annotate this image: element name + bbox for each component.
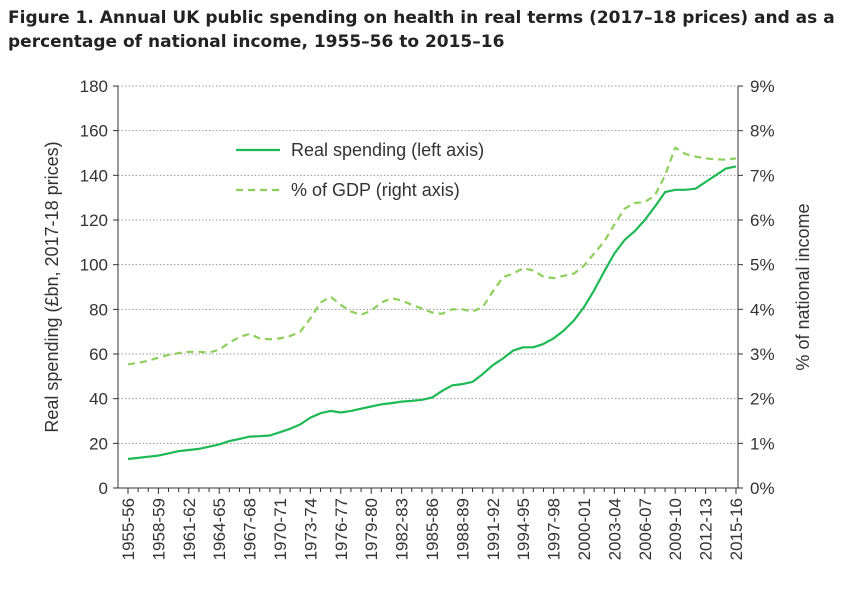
x-axis-ticks: 1955-56 1958-59 1961-62 1964-65 1967-68 1970-…	[119, 488, 746, 560]
right-tick-label: 0%	[750, 479, 775, 498]
x-tick-label: 1976-77	[332, 498, 351, 560]
left-tick-label: 20	[89, 434, 108, 453]
x-tick-label: 2003-04	[605, 498, 624, 560]
chart-title-line-2: percentage of national income, 1955–56 t…	[8, 32, 505, 52]
x-tick-label: 2006-07	[636, 498, 655, 560]
x-tick-label: 1958-59	[149, 498, 168, 560]
left-tick-label: 100	[80, 256, 108, 275]
left-tick-label: 80	[89, 300, 108, 319]
series-real-spending-line	[127, 165, 737, 461]
left-tick-label: 40	[89, 390, 108, 409]
right-axis-title: % of national income	[793, 203, 813, 370]
x-tick-label: 1955-56	[119, 498, 138, 560]
x-tick-label: 1991-92	[484, 498, 503, 560]
x-tick-label: 1979-80	[362, 498, 381, 560]
chart-title: Figure 1. Annual UK public spending on h…	[8, 6, 858, 54]
left-tick-label: 180	[80, 77, 108, 96]
x-tick-label: 1985-86	[423, 498, 442, 560]
chart-title-line-1: Figure 1. Annual UK public spending on h…	[8, 8, 835, 28]
x-tick-label: 2012-13	[697, 498, 716, 560]
x-tick-label: 2000-01	[575, 498, 594, 560]
legend-label: % of GDP (right axis)	[291, 180, 460, 200]
series-lines	[127, 146, 737, 461]
right-tick-label: 3%	[750, 345, 775, 364]
x-tick-label: 1964-65	[210, 498, 229, 560]
x-tick-label: 1973-74	[301, 498, 320, 560]
right-axis-ticks: 0% 1% 2% 3% 4% 5% 6% 7% 8% 9%	[738, 77, 775, 498]
right-tick-label: 9%	[750, 77, 775, 96]
right-tick-label: 5%	[750, 256, 775, 275]
x-tick-label: 2009-10	[666, 498, 685, 560]
right-tick-label: 2%	[750, 390, 775, 409]
x-tick-label: 1967-68	[241, 498, 260, 560]
right-tick-label: 7%	[750, 166, 775, 185]
left-tick-label: 0	[99, 479, 108, 498]
x-tick-label: 2015-16	[727, 498, 746, 560]
right-tick-label: 1%	[750, 434, 775, 453]
left-tick-label: 140	[80, 166, 108, 185]
x-tick-label: 1988-89	[453, 498, 472, 560]
x-tick-label: 1961-62	[180, 498, 199, 560]
x-tick-label: 1970-71	[271, 498, 290, 560]
x-tick-label: 1982-83	[393, 498, 412, 560]
legend-label: Real spending (left axis)	[291, 140, 484, 160]
right-tick-label: 6%	[750, 211, 775, 230]
x-tick-label: 1994-95	[514, 498, 533, 560]
x-tick-label: 1997-98	[545, 498, 564, 560]
right-tick-label: 4%	[750, 300, 775, 319]
series-pct-gdp-line	[127, 146, 737, 366]
left-tick-label: 160	[80, 122, 108, 141]
left-axis-title: Real spending (£bn, 2017-18 prices)	[42, 141, 62, 432]
left-tick-label: 60	[89, 345, 108, 364]
left-tick-label: 120	[80, 211, 108, 230]
left-axis-ticks: 0 20 40 60 80 100 120 140 160 180	[80, 77, 118, 498]
right-tick-label: 8%	[750, 122, 775, 141]
legend: Real spending (left axis) % of GDP (right…	[236, 140, 484, 200]
